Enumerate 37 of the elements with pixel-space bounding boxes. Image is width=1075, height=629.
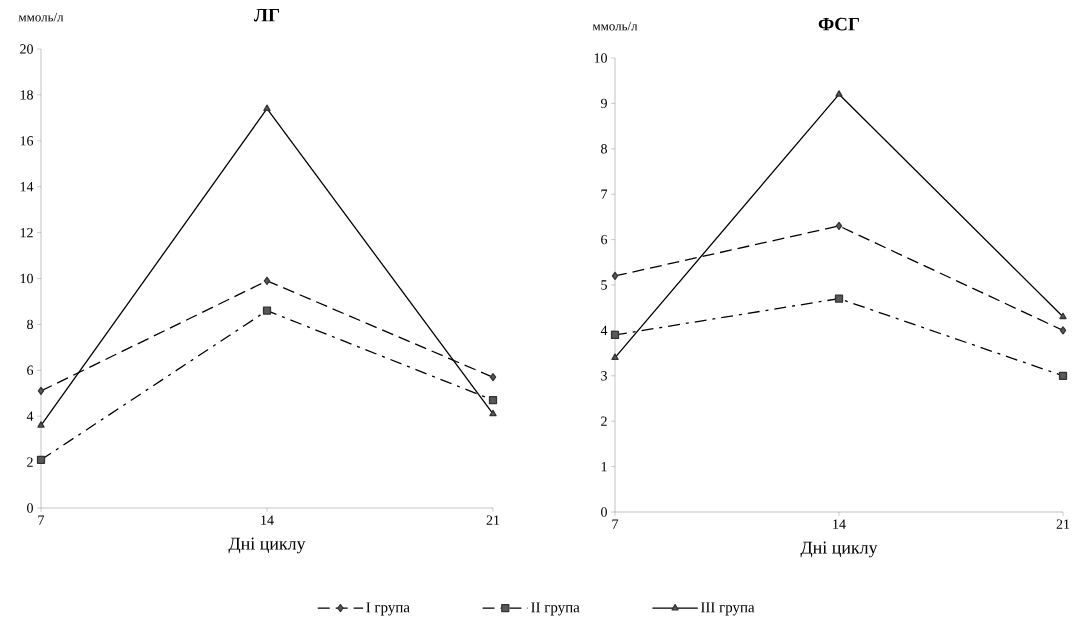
x-axis-title: Дні циклу — [228, 537, 306, 554]
x-tick-label: 14 — [833, 519, 846, 529]
y-tick-label: 4 — [26, 411, 34, 421]
y-tick-label: 16 — [20, 136, 34, 146]
chart-title: ФСГ — [818, 17, 859, 31]
y-tick-label: 14 — [20, 182, 34, 192]
y-tick-label: 9 — [600, 98, 607, 109]
legend-label: III група — [700, 602, 755, 616]
y-tick-label: 18 — [20, 90, 33, 100]
y-tick-label: 6 — [601, 234, 608, 245]
y-axis-title: ммоль/л — [592, 21, 638, 31]
x-tick-label: 7 — [612, 519, 619, 529]
y-tick-label: 2 — [601, 416, 607, 426]
y-tick-label: 8 — [27, 319, 33, 330]
y-tick-label: 2 — [27, 457, 33, 467]
y-tick-label: 7 — [601, 189, 608, 199]
x-tick-label: 7 — [38, 515, 45, 525]
legend-label: II група — [531, 602, 580, 616]
y-tick-label: 0 — [601, 507, 607, 517]
chart-title: ЛГ — [253, 8, 280, 22]
y-tick-label: 10 — [20, 273, 33, 284]
y-tick-label: 8 — [601, 144, 607, 154]
y-tick-label: 0 — [27, 503, 33, 513]
y-tick-label: 5 — [601, 280, 607, 290]
y-tick-label: 1 — [601, 461, 607, 472]
x-tick-label: 21 — [486, 515, 500, 525]
y-tick-label: 10 — [594, 53, 607, 63]
x-tick-label: 21 — [1056, 519, 1070, 529]
x-axis-title: Дні циклу — [800, 541, 878, 558]
x-tick-label: 14 — [261, 515, 274, 525]
y-tick-label: 3 — [601, 371, 607, 381]
y-tick-label: 6 — [27, 365, 34, 375]
y-axis-title: ммоль/л — [18, 12, 64, 22]
y-tick-label: 4 — [600, 325, 608, 335]
y-tick-label: 20 — [20, 44, 33, 54]
y-tick-label: 12 — [20, 227, 33, 238]
legend-label: I група — [366, 602, 410, 616]
